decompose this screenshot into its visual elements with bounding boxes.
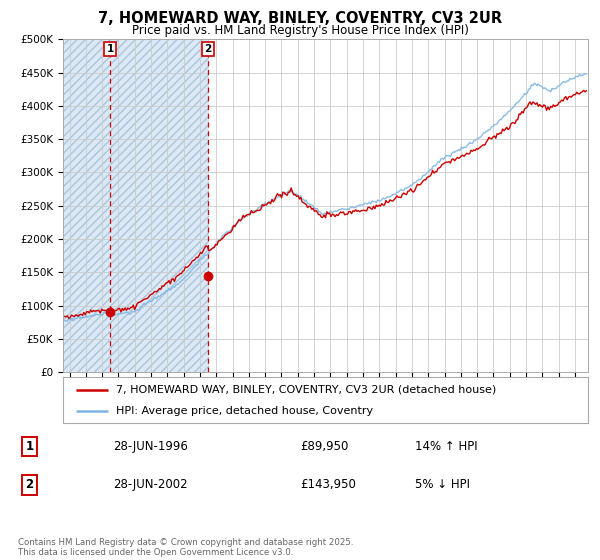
Text: 1: 1	[25, 440, 34, 453]
Text: Price paid vs. HM Land Registry's House Price Index (HPI): Price paid vs. HM Land Registry's House …	[131, 24, 469, 36]
Text: 5% ↓ HPI: 5% ↓ HPI	[415, 478, 470, 491]
Text: 2: 2	[205, 44, 212, 54]
Text: £143,950: £143,950	[300, 478, 356, 491]
Bar	[112, 39, 209, 372]
Text: Contains HM Land Registry data © Crown copyright and database right 2025.
This d: Contains HM Land Registry data © Crown c…	[18, 538, 353, 557]
Text: 2: 2	[25, 478, 34, 491]
Text: 28-JUN-2002: 28-JUN-2002	[113, 478, 187, 491]
Text: 14% ↑ HPI: 14% ↑ HPI	[415, 440, 478, 453]
Text: 7, HOMEWARD WAY, BINLEY, COVENTRY, CV3 2UR: 7, HOMEWARD WAY, BINLEY, COVENTRY, CV3 2…	[98, 11, 502, 26]
Text: 1: 1	[106, 44, 114, 54]
Bar	[63, 39, 112, 372]
Text: 7, HOMEWARD WAY, BINLEY, COVENTRY, CV3 2UR (detached house): 7, HOMEWARD WAY, BINLEY, COVENTRY, CV3 2…	[115, 385, 496, 395]
Text: 28-JUN-1996: 28-JUN-1996	[113, 440, 188, 453]
Text: HPI: Average price, detached house, Coventry: HPI: Average price, detached house, Cove…	[115, 407, 373, 416]
Text: £89,950: £89,950	[300, 440, 349, 453]
